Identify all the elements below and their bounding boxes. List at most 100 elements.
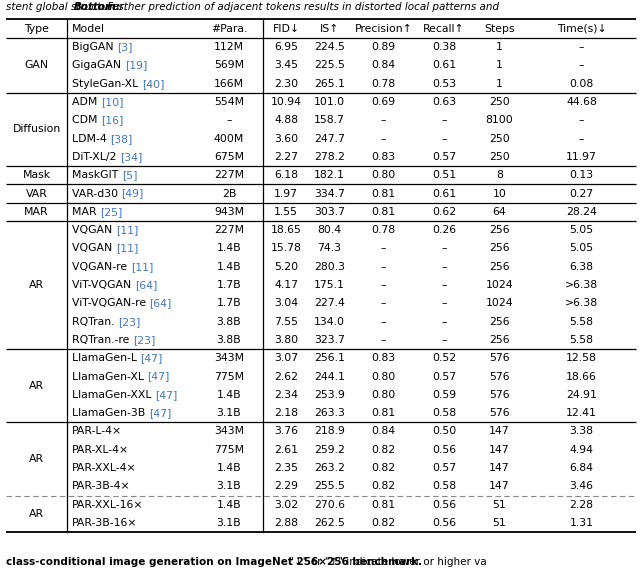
Text: 0.80: 0.80 <box>371 372 396 381</box>
Text: –: – <box>381 298 387 308</box>
Text: 24.91: 24.91 <box>566 390 597 400</box>
Text: PAR-3B-4×: PAR-3B-4× <box>72 481 131 491</box>
Text: 3.8B: 3.8B <box>217 335 241 345</box>
Text: RQTran.: RQTran. <box>72 317 118 327</box>
Text: 323.7: 323.7 <box>314 335 345 345</box>
Text: 256: 256 <box>489 335 510 345</box>
Text: 1.4B: 1.4B <box>217 500 241 510</box>
Text: LDM-4: LDM-4 <box>72 133 110 144</box>
Text: 80.4: 80.4 <box>317 225 342 235</box>
Text: 18.66: 18.66 <box>566 372 597 381</box>
Text: 28.24: 28.24 <box>566 207 597 217</box>
Text: PAR-3B-16×: PAR-3B-16× <box>72 518 138 528</box>
Text: PAR-L-4×: PAR-L-4× <box>72 426 122 437</box>
Text: 147: 147 <box>489 445 510 455</box>
Text: –: – <box>579 60 584 71</box>
Text: LlamaGen-L: LlamaGen-L <box>72 353 141 363</box>
Text: 270.6: 270.6 <box>314 500 345 510</box>
Text: 0.27: 0.27 <box>570 189 593 198</box>
Text: 263.2: 263.2 <box>314 463 345 473</box>
Text: 0.81: 0.81 <box>371 408 396 418</box>
Text: 11.97: 11.97 <box>566 152 597 162</box>
Text: 400M: 400M <box>214 133 244 144</box>
Text: 1.31: 1.31 <box>570 518 593 528</box>
Text: 0.84: 0.84 <box>371 426 396 437</box>
Text: 0.83: 0.83 <box>371 353 396 363</box>
Text: [40]: [40] <box>141 79 164 89</box>
Text: 576: 576 <box>489 390 510 400</box>
Text: 3.45: 3.45 <box>274 60 298 71</box>
Text: LlamaGen-XXL: LlamaGen-XXL <box>72 390 155 400</box>
Text: [49]: [49] <box>122 189 144 198</box>
Text: 1.7B: 1.7B <box>217 298 241 308</box>
Text: Time(s)↓: Time(s)↓ <box>557 23 606 34</box>
Text: 2.34: 2.34 <box>274 390 298 400</box>
Text: 2B: 2B <box>222 189 236 198</box>
Text: [64]: [64] <box>135 280 157 290</box>
Text: 1.4B: 1.4B <box>217 463 241 473</box>
Text: 51: 51 <box>493 500 506 510</box>
Text: 943M: 943M <box>214 207 244 217</box>
Text: [16]: [16] <box>101 115 124 125</box>
Text: 250: 250 <box>489 152 510 162</box>
Text: StyleGan-XL: StyleGan-XL <box>72 79 141 89</box>
Text: 1: 1 <box>496 60 503 71</box>
Text: [47]: [47] <box>147 372 170 381</box>
Text: 227M: 227M <box>214 225 244 235</box>
Text: 7.55: 7.55 <box>274 317 298 327</box>
Text: 278.2: 278.2 <box>314 152 345 162</box>
Text: –: – <box>381 115 387 125</box>
Text: 12.41: 12.41 <box>566 408 597 418</box>
Text: –: – <box>381 133 387 144</box>
Text: Model: Model <box>72 23 105 34</box>
Text: 0.08: 0.08 <box>570 79 594 89</box>
Text: 74.3: 74.3 <box>317 243 342 254</box>
Text: 0.82: 0.82 <box>371 445 396 455</box>
Text: 1.4B: 1.4B <box>217 262 241 272</box>
Text: 256.1: 256.1 <box>314 353 345 363</box>
Text: 64: 64 <box>493 207 506 217</box>
Text: 10: 10 <box>493 189 506 198</box>
Text: 15.78: 15.78 <box>271 243 301 254</box>
Text: 0.63: 0.63 <box>432 97 456 107</box>
Text: –: – <box>441 262 447 272</box>
Text: ViT-VQGAN: ViT-VQGAN <box>72 280 135 290</box>
Text: 3.46: 3.46 <box>570 481 593 491</box>
Text: 303.7: 303.7 <box>314 207 345 217</box>
Text: 0.89: 0.89 <box>371 42 396 52</box>
Text: 256: 256 <box>489 262 510 272</box>
Text: MaskGIT: MaskGIT <box>72 170 122 180</box>
Text: 18.65: 18.65 <box>271 225 301 235</box>
Text: [47]: [47] <box>155 390 177 400</box>
Text: Steps: Steps <box>484 23 515 34</box>
Text: PAR-XL-4×: PAR-XL-4× <box>72 445 129 455</box>
Text: VQGAN: VQGAN <box>72 225 116 235</box>
Text: [25]: [25] <box>100 207 122 217</box>
Text: 8100: 8100 <box>486 115 513 125</box>
Text: >6.38: >6.38 <box>565 280 598 290</box>
Text: 0.84: 0.84 <box>371 60 396 71</box>
Text: [3]: [3] <box>117 42 132 52</box>
Text: 6.38: 6.38 <box>570 262 593 272</box>
Text: 3.02: 3.02 <box>274 500 298 510</box>
Text: 4.88: 4.88 <box>274 115 298 125</box>
Text: 227.4: 227.4 <box>314 298 345 308</box>
Text: Further prediction of adjacent tokens results in distorted local patterns and: Further prediction of adjacent tokens re… <box>104 2 499 12</box>
Text: 134.0: 134.0 <box>314 317 345 327</box>
Text: 280.3: 280.3 <box>314 262 345 272</box>
Text: 3.38: 3.38 <box>570 426 593 437</box>
Text: IS↑: IS↑ <box>320 23 339 34</box>
Text: LlamaGen-3B: LlamaGen-3B <box>72 408 148 418</box>
Text: 0.82: 0.82 <box>371 518 396 528</box>
Text: VQGAN-re: VQGAN-re <box>72 262 131 272</box>
Text: 0.62: 0.62 <box>432 207 456 217</box>
Text: #Para.: #Para. <box>211 23 247 34</box>
Text: –: – <box>579 42 584 52</box>
Text: 262.5: 262.5 <box>314 518 345 528</box>
Text: 0.58: 0.58 <box>432 408 456 418</box>
Text: [64]: [64] <box>150 298 172 308</box>
Text: 6.18: 6.18 <box>274 170 298 180</box>
Text: MAR: MAR <box>72 207 100 217</box>
Text: 0.81: 0.81 <box>371 207 396 217</box>
Text: –: – <box>381 280 387 290</box>
